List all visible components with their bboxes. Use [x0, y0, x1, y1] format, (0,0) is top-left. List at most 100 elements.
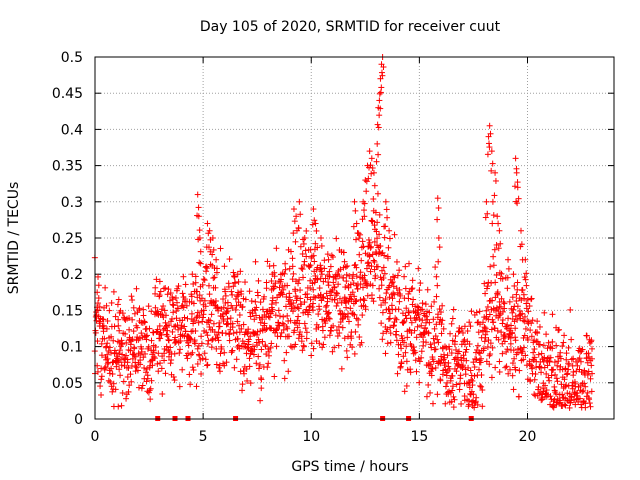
data-point: [438, 321, 445, 328]
data-point-peak: [484, 210, 491, 217]
data-point: [379, 267, 386, 274]
data-point: [519, 286, 526, 293]
data-point: [353, 264, 360, 271]
data-point: [204, 332, 211, 339]
data-point: [376, 294, 383, 301]
data-point: [220, 318, 227, 325]
data-point: [220, 304, 227, 311]
data-point: [483, 328, 490, 335]
data-point: [535, 383, 542, 390]
data-point: [492, 279, 499, 286]
data-point: [241, 370, 248, 377]
data-point: [410, 344, 417, 351]
data-point: [453, 368, 460, 375]
data-point: [492, 364, 499, 371]
data-point-peak: [374, 121, 381, 128]
data-point: [101, 366, 108, 373]
data-point: [324, 298, 331, 305]
data-point-peak: [365, 175, 372, 182]
data-point: [246, 288, 253, 295]
y-tick-label: 0.05: [52, 376, 83, 392]
data-point: [131, 345, 138, 352]
data-point: [397, 363, 404, 370]
data-point: [139, 382, 146, 389]
data-point-peak: [212, 284, 219, 291]
data-point: [136, 305, 143, 312]
data-point-peak: [350, 223, 357, 230]
data-point: [204, 265, 211, 272]
data-point: [287, 248, 294, 255]
data-point: [557, 355, 564, 362]
data-point-peak: [491, 192, 498, 199]
data-point: [566, 404, 573, 411]
data-point: [406, 326, 413, 333]
data-point-peak: [486, 122, 493, 129]
data-point: [221, 263, 228, 270]
data-point: [262, 342, 269, 349]
data-point: [168, 357, 175, 364]
data-point: [206, 291, 213, 298]
data-point: [165, 286, 172, 293]
data-point: [212, 297, 219, 304]
data-point-peak: [95, 300, 102, 307]
data-point-peak: [318, 242, 325, 249]
data-point: [381, 234, 388, 241]
data-point: [350, 280, 357, 287]
data-point: [423, 313, 430, 320]
data-point: [231, 274, 238, 281]
data-point: [300, 240, 307, 247]
data-point-peak: [376, 90, 383, 97]
data-point: [145, 303, 152, 310]
data-point: [284, 282, 291, 289]
data-point: [433, 273, 440, 280]
data-point: [310, 307, 317, 314]
data-point: [310, 345, 317, 352]
data-point: [192, 340, 199, 347]
data-point: [137, 361, 144, 368]
data-point: [215, 307, 222, 314]
data-point: [196, 352, 203, 359]
data-point-peak: [489, 198, 496, 205]
data-point: [322, 275, 329, 282]
data-point: [348, 335, 355, 342]
data-point: [170, 373, 177, 380]
data-point: [229, 347, 236, 354]
data-point: [303, 306, 310, 313]
data-point: [434, 336, 441, 343]
data-point: [108, 365, 115, 372]
data-point-peak: [340, 274, 347, 281]
data-point-peak: [488, 148, 495, 155]
data-point: [549, 311, 556, 318]
data-point-peak: [291, 218, 298, 225]
data-point-peak: [497, 240, 504, 247]
data-point: [472, 355, 479, 362]
data-point: [330, 279, 337, 286]
data-point: [167, 344, 174, 351]
data-point: [357, 281, 364, 288]
data-point: [432, 364, 439, 371]
y-tick-label: 0.15: [52, 303, 83, 319]
data-point: [400, 319, 407, 326]
data-point: [344, 262, 351, 269]
data-point-peak: [504, 285, 511, 292]
data-point-peak: [370, 169, 377, 176]
data-point-peak: [116, 309, 123, 316]
data-point: [473, 309, 480, 316]
data-point-peak: [489, 160, 496, 167]
data-point: [544, 362, 551, 369]
data-point: [488, 374, 495, 381]
data-point: [255, 353, 262, 360]
data-point: [338, 365, 345, 372]
data-point: [485, 337, 492, 344]
data-point-peak: [234, 293, 241, 300]
data-point: [588, 388, 595, 395]
data-point-peak: [268, 286, 275, 293]
data-point: [432, 346, 439, 353]
data-point: [543, 370, 550, 377]
data-point-peak: [375, 124, 382, 131]
data-point: [481, 338, 488, 345]
data-point: [192, 327, 199, 334]
data-point-peak: [361, 207, 368, 214]
data-point: [233, 356, 240, 363]
data-point: [455, 328, 462, 335]
